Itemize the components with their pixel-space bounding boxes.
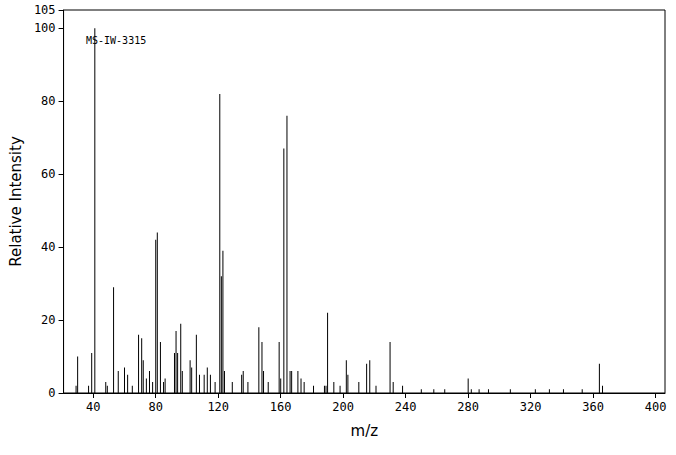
svg-text:240: 240 [395, 400, 417, 414]
svg-text:400: 400 [645, 400, 667, 414]
svg-text:80: 80 [41, 94, 55, 108]
svg-text:200: 200 [332, 400, 354, 414]
svg-text:MS-IW-3315: MS-IW-3315 [86, 34, 147, 46]
svg-text:40: 40 [86, 400, 100, 414]
svg-text:0: 0 [48, 386, 55, 400]
svg-text:60: 60 [41, 167, 55, 181]
svg-text:40: 40 [41, 240, 55, 254]
svg-text:320: 320 [520, 400, 542, 414]
svg-text:105: 105 [34, 3, 56, 17]
svg-text:360: 360 [582, 400, 604, 414]
svg-text:80: 80 [149, 400, 163, 414]
svg-text:100: 100 [34, 21, 56, 35]
svg-text:Relative Intensity: Relative Intensity [7, 136, 25, 267]
svg-text:160: 160 [270, 400, 292, 414]
svg-text:20: 20 [41, 313, 55, 327]
svg-text:m/z: m/z [351, 422, 379, 440]
svg-text:120: 120 [207, 400, 229, 414]
svg-text:280: 280 [457, 400, 479, 414]
